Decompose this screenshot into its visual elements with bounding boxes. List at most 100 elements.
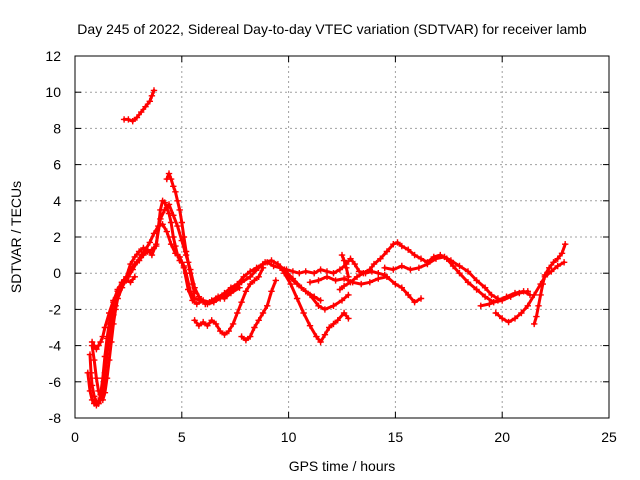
plot-frame	[74, 55, 610, 419]
data-point	[99, 375, 106, 382]
data-point	[264, 302, 271, 309]
data-point	[289, 268, 297, 275]
series-arc-13	[381, 253, 502, 302]
data-point	[174, 251, 181, 259]
data-point	[217, 327, 224, 335]
data-point	[535, 302, 542, 309]
data-point	[86, 387, 94, 395]
data-point	[268, 288, 275, 295]
data-point	[340, 309, 348, 317]
data-point	[375, 270, 382, 277]
data-point	[125, 116, 132, 123]
chart-title: Day 245 of 2022, Sidereal Day-to-day VTE…	[77, 21, 587, 37]
data-point	[178, 259, 185, 266]
data-point	[138, 108, 145, 116]
data-point	[539, 280, 546, 288]
data-point	[193, 300, 200, 308]
data-point	[398, 284, 405, 291]
data-point	[330, 270, 337, 277]
y-tick-label: 8	[53, 120, 61, 136]
data-point	[84, 369, 91, 376]
data-point	[187, 270, 194, 277]
data-point	[293, 295, 301, 302]
data-point	[424, 260, 431, 268]
data-point	[296, 270, 303, 277]
data-point	[554, 255, 561, 262]
data-point	[343, 264, 350, 271]
data-point	[317, 338, 324, 346]
data-point	[520, 288, 527, 295]
y-tick-label: -6	[49, 374, 62, 390]
x-axis-label: GPS time / hours	[289, 458, 396, 474]
data-point	[167, 219, 175, 226]
data-point	[110, 297, 117, 304]
data-point	[212, 320, 220, 328]
data-point	[546, 264, 553, 271]
data-point	[150, 230, 158, 237]
data-point	[390, 266, 397, 273]
series-arc-16	[531, 241, 569, 328]
series-arc-5	[120, 87, 158, 125]
data-point	[477, 302, 484, 309]
data-point	[366, 279, 373, 286]
data-point	[334, 317, 341, 324]
data-point	[259, 264, 267, 271]
y-tick-label: -8	[49, 410, 62, 426]
data-point	[533, 313, 540, 320]
data-point	[317, 297, 324, 304]
data-point	[259, 309, 267, 317]
data-point	[225, 327, 232, 335]
data-point	[93, 346, 100, 353]
data-point	[441, 253, 448, 261]
data-point	[330, 320, 337, 328]
data-point	[174, 197, 181, 204]
series-arc-9	[281, 270, 352, 346]
series-arc-12	[306, 273, 425, 306]
data-point	[93, 375, 100, 382]
data-point	[351, 260, 358, 268]
data-point	[338, 251, 346, 259]
series-arc-4	[88, 273, 138, 353]
data-point	[306, 279, 314, 286]
data-point	[101, 324, 109, 331]
data-point	[347, 255, 354, 262]
data-point	[287, 280, 294, 288]
data-point	[204, 322, 211, 329]
data-point	[118, 280, 126, 288]
data-point	[208, 317, 215, 324]
data-point	[127, 260, 134, 268]
y-tick-label: -2	[49, 301, 62, 317]
data-point	[499, 315, 506, 322]
data-point	[146, 239, 153, 246]
data-point	[511, 289, 519, 297]
series-line	[308, 275, 423, 304]
data-point	[187, 288, 194, 295]
data-point	[281, 270, 288, 277]
data-point	[315, 302, 322, 309]
data-point	[167, 241, 175, 248]
x-tick-label: 25	[601, 429, 617, 445]
data-point	[511, 315, 519, 322]
x-tick-label: 10	[281, 429, 297, 445]
data-point	[360, 270, 367, 277]
data-point	[99, 333, 106, 340]
data-point	[108, 338, 115, 346]
data-point	[140, 251, 147, 259]
data-point	[236, 284, 243, 291]
data-point	[135, 248, 143, 255]
data-point	[473, 277, 480, 284]
data-point	[97, 338, 104, 346]
y-tick-label: 4	[53, 193, 61, 209]
data-point	[524, 302, 531, 309]
series-line	[88, 222, 323, 405]
series-arc-7	[191, 264, 267, 338]
data-point	[247, 268, 254, 275]
data-point	[531, 320, 538, 328]
data-point	[247, 333, 254, 340]
data-point	[336, 266, 344, 273]
data-point	[238, 279, 245, 286]
data-point	[447, 257, 455, 264]
data-point	[180, 262, 188, 270]
x-tick-label: 0	[71, 429, 79, 445]
y-tick-label: 6	[53, 157, 61, 173]
